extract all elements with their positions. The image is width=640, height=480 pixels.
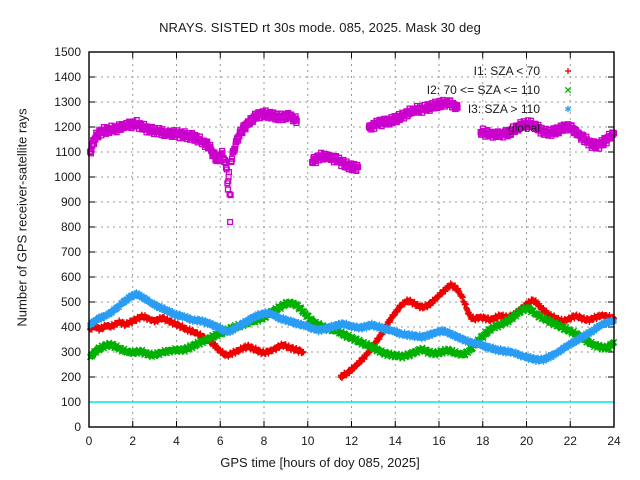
data-point	[355, 163, 362, 171]
chart-title: NRAYS. SISTED rt 30s mode. 085, 2025. Ma…	[159, 20, 481, 35]
y-tick-label: 1000	[54, 170, 81, 184]
series-4	[87, 96, 618, 226]
x-tick-label: 8	[261, 434, 268, 448]
y-tick-label: 100	[61, 395, 81, 409]
x-tick-label: 0	[86, 434, 93, 448]
x-tick-label: 14	[389, 434, 403, 448]
data-point	[454, 104, 461, 111]
data-point	[293, 117, 300, 124]
axis-ticks: 0100200300400500600700800900100011001200…	[54, 45, 621, 448]
y-tick-label: 200	[61, 370, 81, 384]
data-point	[300, 349, 307, 355]
x-tick-label: 4	[173, 434, 180, 448]
y-tick-label: 1500	[54, 45, 81, 59]
y-tick-label: 1400	[54, 70, 81, 84]
x-tick-label: 24	[607, 434, 621, 448]
data-point	[229, 155, 236, 162]
data-point	[227, 218, 234, 226]
x-tick-label: 6	[217, 434, 224, 448]
y-tick-label: 400	[61, 320, 81, 334]
y-tick-label: 0	[74, 420, 81, 434]
data-point	[565, 68, 571, 74]
grid-lines	[89, 51, 614, 427]
y-tick-label: 800	[61, 220, 81, 234]
y-tick-label: 500	[61, 295, 81, 309]
data-point	[227, 192, 234, 199]
x-tick-label: 16	[432, 434, 446, 448]
y-tick-label: 1100	[55, 145, 81, 159]
data-point	[353, 167, 360, 174]
y-tick-label: 700	[61, 245, 81, 259]
y-tick-label: 300	[61, 345, 81, 359]
x-axis-title: GPS time [hours of doy 085, 2025]	[220, 455, 420, 470]
x-tick-label: 22	[564, 434, 578, 448]
x-tick-label: 18	[476, 434, 490, 448]
data-point	[225, 168, 233, 176]
y-tick-label: 600	[61, 270, 81, 284]
legend-label-4: global	[508, 121, 540, 135]
legend-label-2: I2: 70 <= SZA <= 110	[427, 83, 541, 97]
legend-label-3: I3: SZA > 110	[468, 102, 540, 116]
data-point	[232, 145, 239, 152]
y-tick-label: 1300	[54, 95, 81, 109]
data-point	[292, 116, 300, 123]
x-tick-label: 20	[520, 434, 534, 448]
y-tick-label: 1200	[54, 120, 81, 134]
x-tick-label: 12	[345, 434, 359, 448]
x-tick-label: 10	[301, 434, 315, 448]
data-point	[453, 105, 460, 112]
y-tick-label: 900	[61, 195, 81, 209]
data-point	[226, 191, 233, 198]
legend-label-1: I1: SZA < 70	[474, 64, 541, 78]
x-tick-label: 2	[129, 434, 136, 448]
